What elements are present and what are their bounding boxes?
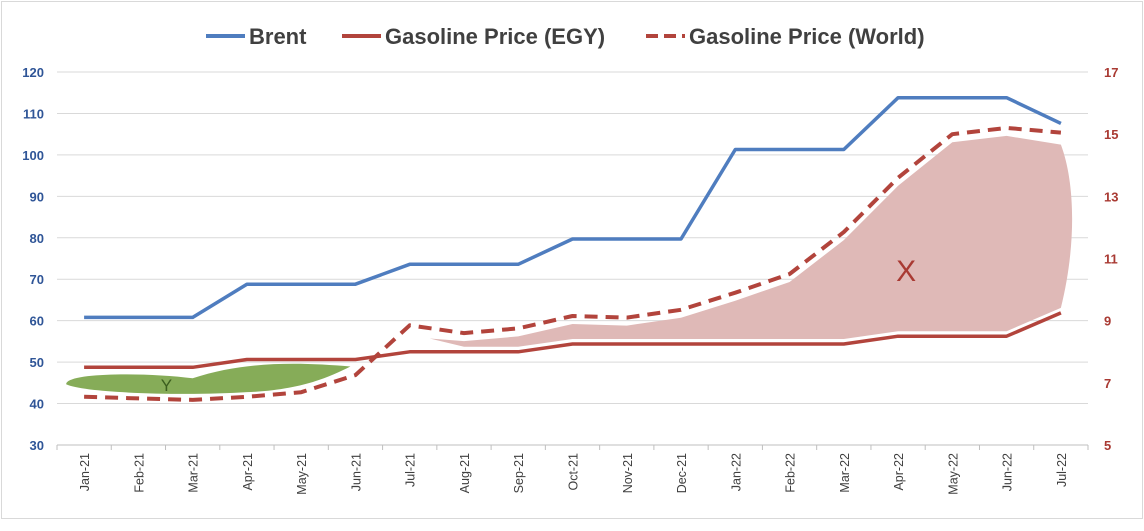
legend-label-brent: Brent (249, 24, 307, 49)
x-tick-label: Jan-21 (78, 453, 92, 491)
x-tick-label: Sep-21 (512, 453, 526, 493)
x-tick-label: Feb-22 (784, 453, 798, 493)
left-tick-label: 120 (22, 65, 44, 80)
annotation-y: Y (161, 376, 172, 395)
right-tick-label: 13 (1104, 189, 1118, 204)
annotation-x: X (896, 255, 916, 288)
x-tick-label: Jun-22 (1001, 453, 1015, 491)
x-tick-label: Jan-22 (729, 453, 743, 491)
right-tick-label: 5 (1104, 438, 1111, 453)
x-tick-label: Jun-21 (349, 453, 363, 491)
left-tick-label: 30 (30, 438, 44, 453)
x-tick-label: May-22 (946, 453, 960, 495)
right-tick-label: 15 (1104, 127, 1118, 142)
left-tick-label: 70 (30, 272, 44, 287)
left-tick-label: 50 (30, 355, 44, 370)
right-tick-label: 9 (1104, 314, 1111, 329)
x-tick-label: Mar-22 (838, 453, 852, 493)
x-tick-label: Jul-22 (1055, 453, 1069, 487)
legend-label-egy: Gasoline Price (EGY) (385, 24, 605, 49)
left-tick-label: 60 (30, 314, 44, 329)
right-tick-label: 11 (1104, 252, 1118, 267)
x-tick-label: Dec-21 (675, 453, 689, 493)
x-tick-label: Feb-21 (132, 453, 146, 493)
x-tick-label: Oct-21 (567, 453, 581, 491)
right-tick-label: 7 (1104, 376, 1111, 391)
x-tick-label: Aug-21 (458, 453, 472, 493)
legend-label-world: Gasoline Price (World) (689, 24, 925, 49)
x-tick-label: Apr-21 (241, 453, 255, 491)
x-tick-label: Mar-21 (187, 453, 201, 493)
right-tick-label: 17 (1104, 65, 1118, 80)
left-tick-label: 40 (30, 397, 44, 412)
x-tick-label: Nov-21 (621, 453, 635, 493)
left-tick-label: 110 (23, 106, 44, 121)
x-tick-label: May-21 (295, 453, 309, 495)
x-tick-label: Jul-21 (404, 453, 418, 487)
left-tick-label: 80 (30, 231, 44, 246)
left-tick-label: 90 (30, 189, 44, 204)
left-tick-label: 100 (22, 148, 44, 163)
x-tick-label: Apr-22 (892, 453, 906, 491)
